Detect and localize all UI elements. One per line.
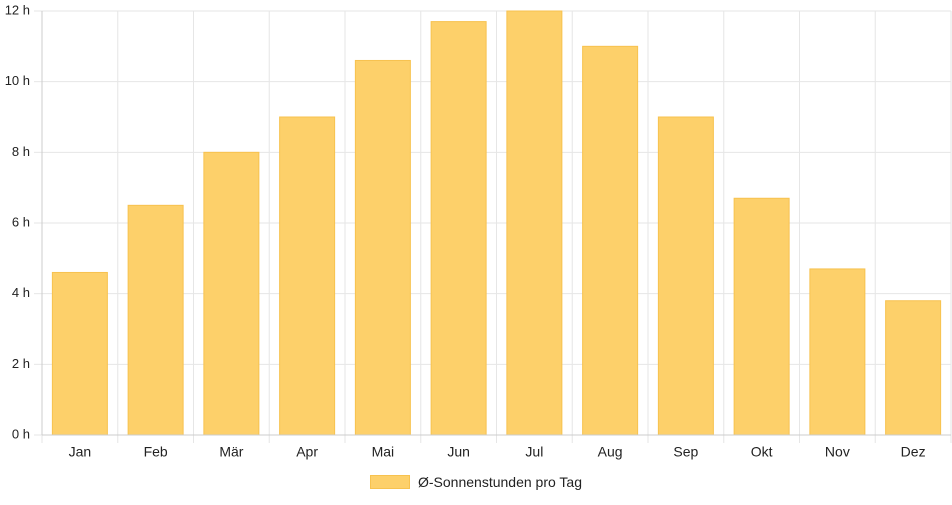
legend-label: Ø-Sonnenstunden pro Tag (418, 474, 582, 490)
axis-layer (41, 11, 951, 436)
y-tick-label: 2 h (12, 356, 30, 371)
y-tick-label: 10 h (5, 73, 30, 88)
bar-mär[interactable] (203, 151, 260, 436)
x-tick-label: Jul (525, 444, 543, 460)
bars-layer (51, 10, 942, 436)
y-tick-label: 12 h (5, 2, 30, 17)
x-tick-label: Mai (372, 444, 395, 460)
bar-feb[interactable] (127, 204, 184, 436)
x-tick-label: Aug (598, 444, 623, 460)
bar-mai[interactable] (354, 59, 411, 436)
x-tick-label: Sep (673, 444, 698, 460)
y-tick-label: 0 h (12, 426, 30, 441)
x-tick-label: Nov (825, 444, 850, 460)
x-tick-label: Okt (751, 444, 773, 460)
y-tick-label: 8 h (12, 144, 30, 159)
y-axis-ticks: 0 h 2 h 4 h 6 h 8 h 10 h 12 h (5, 2, 30, 441)
x-tick-label: Feb (144, 444, 168, 460)
x-tick-label: Jun (447, 444, 470, 460)
bar-jul[interactable] (506, 10, 563, 436)
bar-jan[interactable] (51, 271, 108, 436)
legend-swatch (370, 475, 410, 489)
bar-apr[interactable] (279, 116, 336, 436)
y-tick-label: 4 h (12, 285, 30, 300)
x-tick-label: Jan (69, 444, 92, 460)
y-tick-label: 6 h (12, 214, 30, 229)
bar-sep[interactable] (657, 116, 714, 436)
bar-dez[interactable] (885, 300, 942, 436)
grid-layer (34, 10, 952, 443)
bar-nov[interactable] (809, 268, 866, 436)
x-axis-ticks: Jan Feb Mär Apr Mai Jun Jul Aug Sep Okt Nov Dez (69, 444, 926, 460)
x-tick-label: Dez (901, 444, 926, 460)
bar-okt[interactable] (733, 197, 790, 436)
legend[interactable]: Ø-Sonnenstunden pro Tag (0, 471, 952, 493)
x-tick-label: Apr (296, 444, 318, 460)
bar-jun[interactable] (430, 21, 487, 436)
bar-aug[interactable] (582, 45, 639, 436)
x-tick-label: Mär (219, 444, 243, 460)
